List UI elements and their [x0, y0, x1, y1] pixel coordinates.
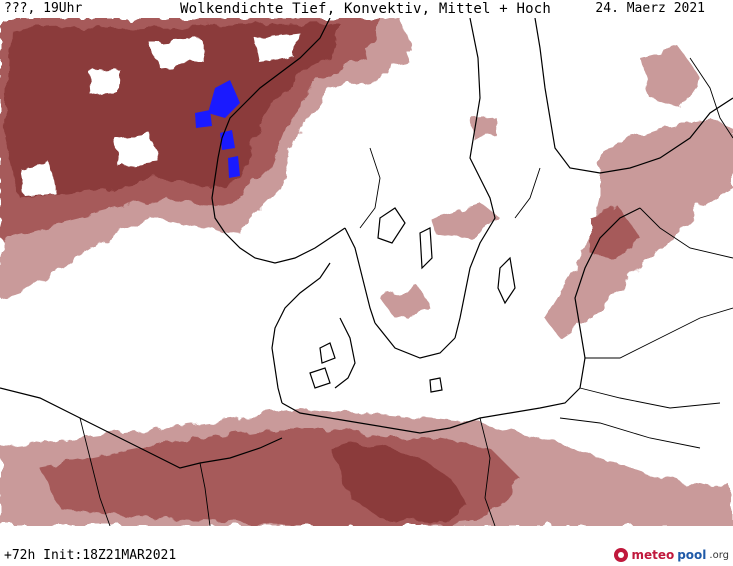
- coastlines: [0, 18, 733, 469]
- meteopool-logo-icon: [614, 548, 629, 562]
- location-time-label: ???, 19Uhr: [4, 1, 83, 16]
- cloud-layer-south: [0, 408, 733, 526]
- forecast-run-info: +72h Init:18Z21MAR2021: [4, 548, 177, 563]
- meteopool-logo[interactable]: meteo pool .org: [614, 546, 729, 564]
- weather-map: [0, 18, 733, 526]
- precip-patches: [195, 80, 240, 178]
- forecast-date: 24. Maerz 2021: [595, 1, 705, 16]
- map-title: Wolkendichte Tief, Konvektiv, Mittel + H…: [180, 1, 552, 17]
- country-borders: [79, 57, 733, 526]
- cloud-layer-east: [360, 38, 733, 338]
- cloud-gaps: [20, 33, 300, 196]
- brand-name-part2: pool: [677, 548, 707, 562]
- brand-name-part1: meteo: [631, 548, 675, 562]
- brand-suffix: .org: [709, 549, 729, 561]
- cloud-cover-map-svg: [0, 18, 733, 526]
- cloud-layer-northwest: [0, 18, 410, 298]
